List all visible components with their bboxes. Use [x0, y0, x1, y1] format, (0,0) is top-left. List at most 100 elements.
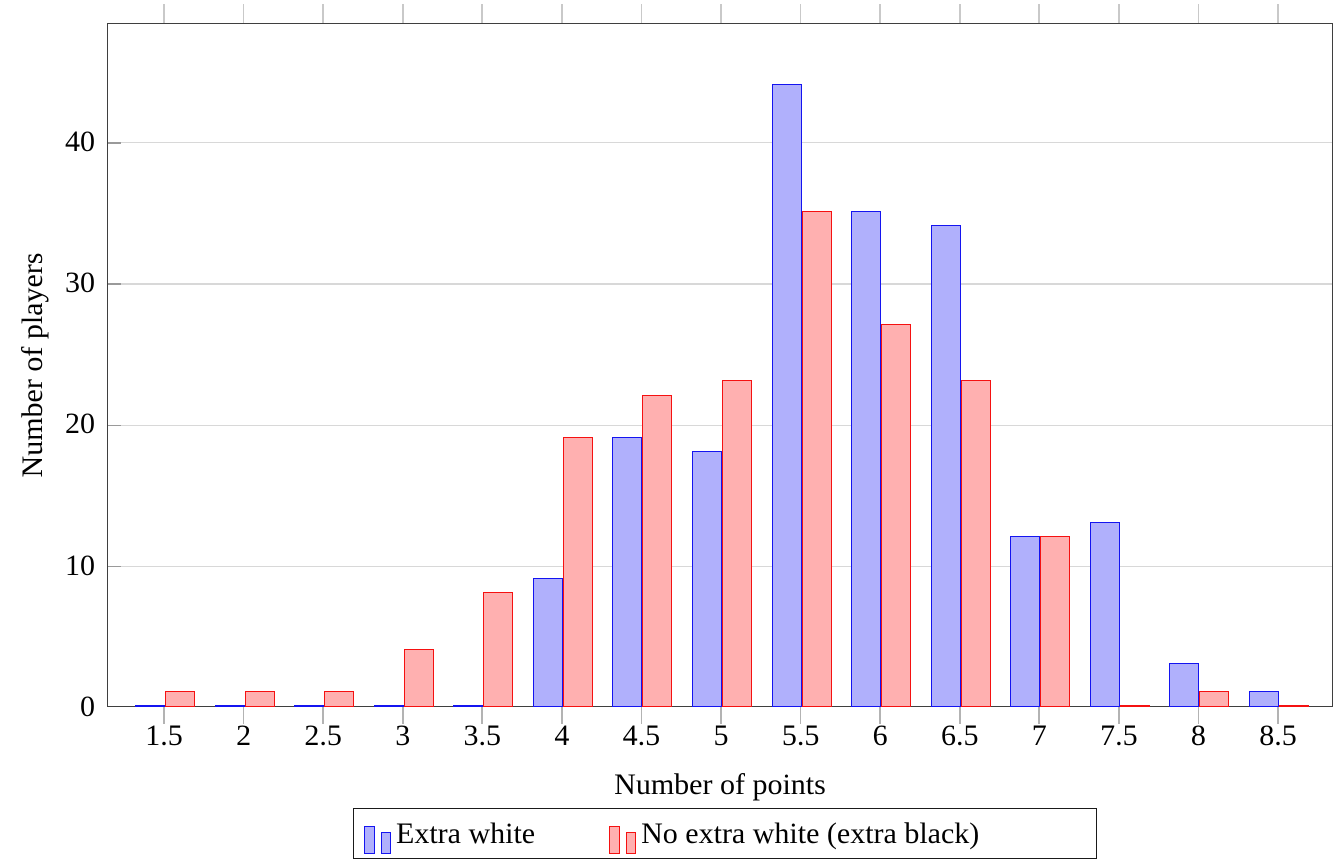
legend-red-bars-icon	[609, 825, 637, 854]
bar-blue-x3	[373, 705, 404, 707]
legend-label: Extra white	[396, 816, 536, 850]
x-tick-label-4: 4	[554, 719, 570, 752]
bar-red-x7	[1040, 535, 1071, 707]
x-tick-label-5.5: 5.5	[781, 719, 820, 752]
x-tick-mark	[1118, 707, 1120, 724]
bar-blue-x4	[532, 578, 563, 707]
bar-blue-x2.5	[294, 705, 325, 707]
x-tick-label-3: 3	[395, 719, 411, 752]
legend-entry-extra-white: Extra white	[364, 816, 536, 854]
x-tick-label-7.5: 7.5	[1100, 719, 1138, 752]
y-tick-mark	[108, 283, 121, 285]
x-top-tick-mark	[401, 4, 404, 23]
legend-mini-bar-icon	[626, 831, 637, 854]
x-top-tick-mark	[561, 4, 563, 23]
y-tick-label-20: 20	[65, 407, 95, 441]
bar-red-x5	[722, 380, 752, 707]
bar-red-x7.5	[1119, 705, 1150, 707]
bar-blue-x7	[1010, 535, 1041, 707]
bar-red-x2	[244, 691, 275, 707]
x-tick-mark	[1277, 707, 1279, 724]
bar-red-x3	[403, 648, 434, 707]
legend-box: Extra white No extra white (extra black)	[353, 808, 1097, 859]
legend-mini-bar-icon	[609, 825, 621, 854]
gridline-y-40	[108, 142, 1332, 144]
x-top-tick-mark	[640, 4, 643, 23]
x-tick-label-4.5: 4.5	[622, 719, 661, 752]
legend-blue-bars-icon	[364, 825, 391, 854]
x-tick-label-5: 5	[713, 719, 729, 752]
x-tick-label-6.5: 6.5	[940, 719, 979, 752]
gridline-y-20	[108, 424, 1332, 427]
bar-red-x5.5	[801, 210, 832, 707]
y-tick-mark	[108, 141, 121, 144]
bar-red-x4	[562, 436, 593, 707]
x-tick-mark	[481, 707, 484, 724]
x-tick-mark	[720, 707, 722, 724]
bar-blue-x6	[851, 210, 882, 707]
x-tick-mark	[958, 707, 961, 724]
bar-blue-x1.5	[135, 705, 165, 707]
bar-blue-x7.5	[1089, 521, 1120, 707]
x-top-tick-mark	[322, 4, 324, 23]
bar-blue-x5	[692, 451, 722, 707]
x-top-tick-mark	[799, 4, 802, 23]
y-tick-mark	[108, 424, 121, 427]
y-tick-label-40: 40	[65, 124, 95, 158]
x-top-tick-mark	[242, 4, 245, 23]
bar-red-x1.5	[165, 691, 195, 707]
bar-blue-x3.5	[453, 705, 484, 707]
x-tick-mark	[799, 707, 802, 724]
y-tick-label-0: 0	[80, 690, 95, 723]
bar-red-x8	[1199, 691, 1230, 707]
x-tick-mark	[879, 707, 881, 724]
y-tick-mark	[108, 565, 121, 568]
bar-red-x3.5	[483, 592, 514, 707]
x-top-tick-mark	[481, 4, 484, 23]
x-tick-label-7: 7	[1031, 719, 1047, 752]
gridline-y-30	[108, 283, 1332, 285]
x-tick-mark	[561, 707, 563, 724]
bar-blue-x4.5	[612, 436, 643, 707]
bar-blue-x5.5	[771, 83, 802, 707]
x-tick-mark	[163, 707, 165, 724]
y-tick-label-10: 10	[65, 548, 95, 582]
bar-blue-x6.5	[930, 224, 961, 707]
bar-red-x8.5	[1279, 705, 1309, 707]
x-top-tick-mark	[958, 4, 961, 23]
x-tick-label-8: 8	[1190, 719, 1206, 752]
x-tick-mark	[322, 707, 324, 724]
x-tick-label-2.5: 2.5	[304, 719, 342, 752]
x-top-tick-mark	[1197, 4, 1200, 23]
bar-red-x2.5	[324, 691, 355, 707]
x-top-tick-mark	[1038, 4, 1041, 23]
x-top-tick-mark	[1277, 4, 1279, 23]
legend-mini-bar-icon	[381, 831, 391, 854]
x-tick-mark	[1038, 707, 1041, 724]
y-tick-label-30: 30	[65, 266, 95, 300]
bar-blue-x8.5	[1249, 691, 1279, 707]
x-top-tick-mark	[879, 4, 881, 23]
x-tick-label-6: 6	[872, 719, 888, 752]
bar-red-x6	[881, 323, 912, 707]
legend-entry-no-extra-white: No extra white (extra black)	[609, 816, 980, 854]
x-top-tick-mark	[720, 4, 722, 23]
x-tick-mark	[242, 707, 245, 724]
x-tick-label-1.5: 1.5	[145, 719, 183, 752]
bar-blue-x8	[1169, 663, 1200, 707]
x-tick-mark	[640, 707, 643, 724]
legend-label: No extra white (extra black)	[641, 816, 980, 850]
bar-blue-x2	[214, 705, 245, 707]
x-top-tick-mark	[1118, 4, 1120, 23]
x-top-tick-mark	[163, 4, 165, 23]
legend-mini-bar-icon	[364, 825, 375, 854]
x-tick-label-8.5: 8.5	[1259, 719, 1297, 752]
x-tick-mark	[1197, 707, 1200, 724]
plot-area	[107, 23, 1333, 707]
x-tick-mark	[401, 707, 404, 724]
bar-red-x6.5	[960, 380, 991, 707]
bar-red-x4.5	[642, 394, 673, 707]
x-tick-label-2: 2	[236, 719, 252, 752]
x-axis-title: Number of points	[614, 768, 826, 801]
